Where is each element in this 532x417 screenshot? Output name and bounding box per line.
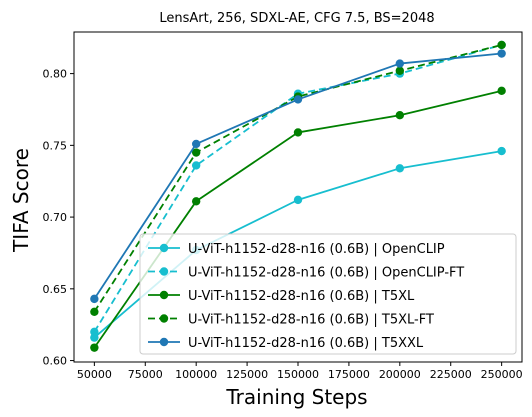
data-point <box>191 161 201 170</box>
data-point <box>497 49 506 58</box>
legend-marker <box>159 267 169 276</box>
legend-item: U-ViT-h1152-d28-n16 (0.6B) | T5XXL <box>148 336 424 351</box>
series-4 <box>90 49 506 304</box>
legend-marker <box>159 243 169 253</box>
x-tick-label: 50000 <box>77 368 112 381</box>
x-tick-label: 200000 <box>379 368 421 381</box>
axes: 50000 75000 100000 125000 150000 175000 200000… <box>43 31 523 381</box>
legend-box <box>139 233 517 355</box>
data-point <box>191 148 201 157</box>
data-point <box>395 66 405 75</box>
data-point <box>395 164 405 173</box>
y-tick-label: 0.60 <box>43 355 68 368</box>
legend-item: U-ViT-h1152-d28-n16 (0.6B) | T5XL <box>148 289 415 304</box>
x-tick-label: 100000 <box>175 368 217 381</box>
data-point <box>497 146 506 156</box>
data-point <box>497 40 506 50</box>
data-point <box>90 343 99 352</box>
legend-item: U-ViT-h1152-d28-n16 (0.6B) | OpenCLIP <box>148 242 445 257</box>
x-tick-label: 250000 <box>481 368 523 381</box>
data-point <box>395 111 405 120</box>
legend-marker <box>159 290 169 300</box>
data-point <box>293 128 303 137</box>
data-point <box>90 327 99 337</box>
legend-marker <box>159 314 169 323</box>
legend-item: U-ViT-h1152-d28-n16 (0.6B) | OpenCLIP-FT <box>148 266 464 281</box>
legend-marker <box>159 337 169 347</box>
series-line <box>93 44 502 313</box>
x-tick-label: 75000 <box>128 368 163 381</box>
data-point <box>90 294 99 304</box>
y-tick-label: 0.70 <box>43 211 68 224</box>
chart-title: LensArt, 256, SDXL-AE, CFG 7.5, BS=2048 <box>159 11 434 26</box>
data-point <box>191 139 201 149</box>
x-axis-label: Training Steps <box>225 385 367 409</box>
data-point <box>90 333 99 342</box>
x-tick-label: 225000 <box>430 368 472 381</box>
y-tick-label: 0.65 <box>43 283 68 296</box>
data-point <box>293 95 303 104</box>
x-tick-label: 125000 <box>226 368 268 381</box>
data-point <box>395 59 405 68</box>
legend-label: U-ViT-h1152-d28-n16 (0.6B) | T5XXL <box>188 336 424 351</box>
y-tick-label: 0.75 <box>43 139 68 152</box>
data-point <box>191 197 201 206</box>
y-axis-label: TIFA Score <box>9 148 33 253</box>
legend-label: U-ViT-h1152-d28-n16 (0.6B) | OpenCLIP-FT <box>188 266 464 281</box>
x-tick-label: 175000 <box>328 368 370 381</box>
data-point <box>497 86 506 96</box>
x-tick-label: 150000 <box>277 368 319 381</box>
legend-label: U-ViT-h1152-d28-n16 (0.6B) | OpenCLIP <box>188 242 445 257</box>
legend-item: U-ViT-h1152-d28-n16 (0.6B) | T5XL-FT <box>148 313 434 328</box>
legend-label: U-ViT-h1152-d28-n16 (0.6B) | T5XL <box>188 289 415 304</box>
legend: U-ViT-h1152-d28-n16 (0.6B) | OpenCLIP U-V… <box>139 233 517 355</box>
data-point <box>90 307 99 316</box>
y-tick-label: 0.80 <box>43 68 68 81</box>
legend-label: U-ViT-h1152-d28-n16 (0.6B) | T5XL-FT <box>188 313 434 328</box>
data-point <box>293 195 303 205</box>
